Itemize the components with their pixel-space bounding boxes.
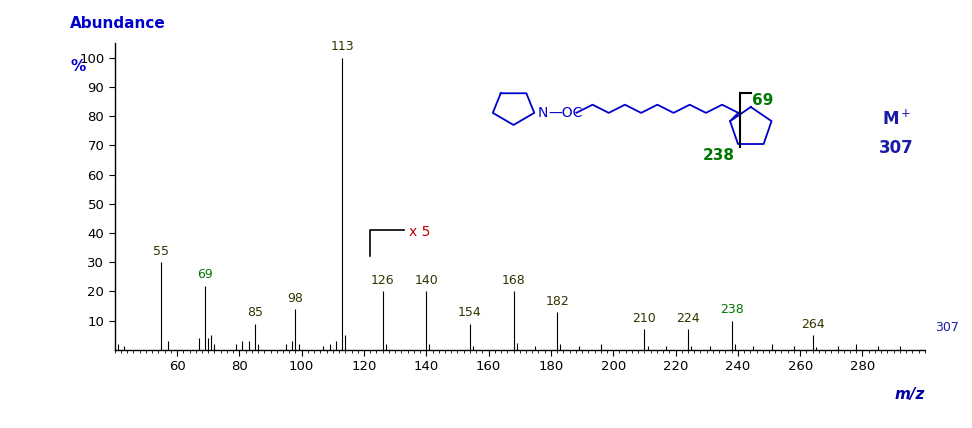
Text: 98: 98 bbox=[288, 291, 303, 305]
Text: 210: 210 bbox=[633, 312, 656, 325]
Text: 307: 307 bbox=[879, 139, 914, 157]
Text: 238: 238 bbox=[719, 303, 744, 316]
Text: —OC: —OC bbox=[548, 106, 582, 120]
Text: Abundance: Abundance bbox=[70, 16, 166, 31]
Text: %: % bbox=[70, 59, 86, 74]
Text: 154: 154 bbox=[458, 306, 482, 319]
Text: 264: 264 bbox=[801, 318, 824, 331]
Text: 182: 182 bbox=[545, 294, 569, 308]
Text: M$^+$: M$^+$ bbox=[882, 110, 911, 129]
Text: 69: 69 bbox=[752, 93, 774, 108]
Text: 224: 224 bbox=[677, 312, 700, 325]
Text: 307: 307 bbox=[935, 321, 958, 334]
Text: 85: 85 bbox=[247, 306, 263, 319]
Text: 238: 238 bbox=[703, 149, 735, 163]
Text: N: N bbox=[538, 106, 548, 120]
Text: 126: 126 bbox=[371, 274, 395, 287]
Text: 168: 168 bbox=[502, 274, 526, 287]
Text: x 5: x 5 bbox=[409, 225, 431, 238]
Text: m/z: m/z bbox=[894, 387, 924, 402]
Text: 140: 140 bbox=[414, 274, 438, 287]
Text: 113: 113 bbox=[330, 40, 354, 54]
Text: 69: 69 bbox=[197, 268, 213, 281]
Text: 55: 55 bbox=[154, 245, 169, 258]
